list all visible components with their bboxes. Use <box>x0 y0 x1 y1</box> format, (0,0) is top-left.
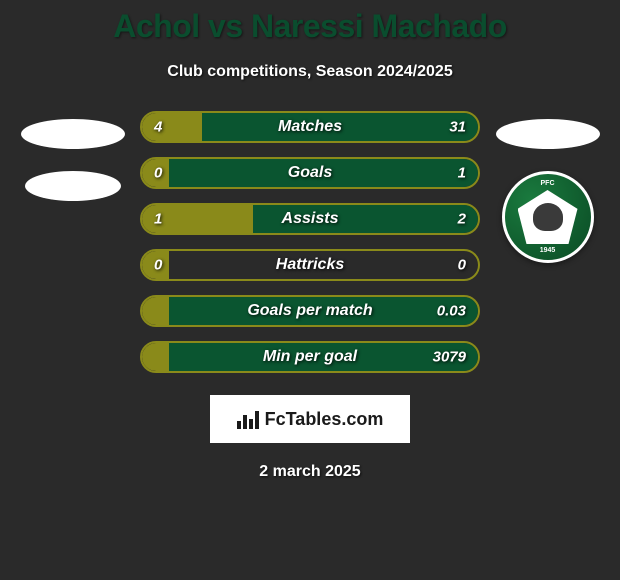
stat-fill-left <box>142 343 169 371</box>
stat-value-left: 1 <box>154 211 162 228</box>
stat-value-right: 1 <box>458 165 466 182</box>
stat-label: Min per goal <box>263 348 357 366</box>
stat-bar: Assists 1 2 <box>140 203 480 235</box>
stat-fill-left <box>142 113 202 141</box>
stat-label: Hattricks <box>276 256 344 274</box>
club-logo-bottom-text: 1945 <box>540 247 556 254</box>
club-logo-top-text: PFC <box>541 180 555 187</box>
player-photo-left-2 <box>25 171 121 201</box>
stat-value-left: 4 <box>154 119 162 136</box>
stat-bar: Goals per match 0.03 <box>140 295 480 327</box>
stat-bar: Min per goal 3079 <box>140 341 480 373</box>
stat-fill-left <box>142 297 169 325</box>
stat-value-right: 2 <box>458 211 466 228</box>
stat-bar: Goals 0 1 <box>140 157 480 189</box>
main-container: Achol vs Naressi Machado Club competitio… <box>0 0 620 481</box>
stat-value-left: 0 <box>154 257 162 274</box>
stat-bars-column: Matches431Goals01Assists12Hattricks00Goa… <box>140 111 480 373</box>
stat-value-right: 3079 <box>433 349 466 366</box>
left-side-column <box>20 111 125 201</box>
stat-bar: Matches 4 31 <box>140 111 480 143</box>
stat-label: Assists <box>282 210 339 228</box>
date-text: 2 march 2025 <box>0 463 620 481</box>
stat-label: Matches <box>278 118 342 136</box>
page-title: Achol vs Naressi Machado <box>0 8 620 45</box>
stats-area: Matches431Goals01Assists12Hattricks00Goa… <box>0 111 620 373</box>
stat-bar: Hattricks 0 0 <box>140 249 480 281</box>
player-photo-left-1 <box>21 119 125 149</box>
stat-label: Goals per match <box>247 302 372 320</box>
player-photo-right <box>496 119 600 149</box>
subtitle: Club competitions, Season 2024/2025 <box>0 63 620 81</box>
stat-value-right: 0 <box>458 257 466 274</box>
right-side-column: PFC 1945 <box>495 111 600 263</box>
stat-label: Goals <box>288 164 332 182</box>
club-logo-eagle-icon <box>533 203 563 231</box>
club-logo-shield <box>518 190 578 244</box>
stat-value-right: 0.03 <box>437 303 466 320</box>
brand-text: FcTables.com <box>265 409 384 430</box>
brand-chart-icon <box>237 409 261 429</box>
brand-footer: FcTables.com <box>210 395 410 443</box>
club-logo: PFC 1945 <box>502 171 594 263</box>
stat-value-right: 31 <box>449 119 466 136</box>
stat-value-left: 0 <box>154 165 162 182</box>
